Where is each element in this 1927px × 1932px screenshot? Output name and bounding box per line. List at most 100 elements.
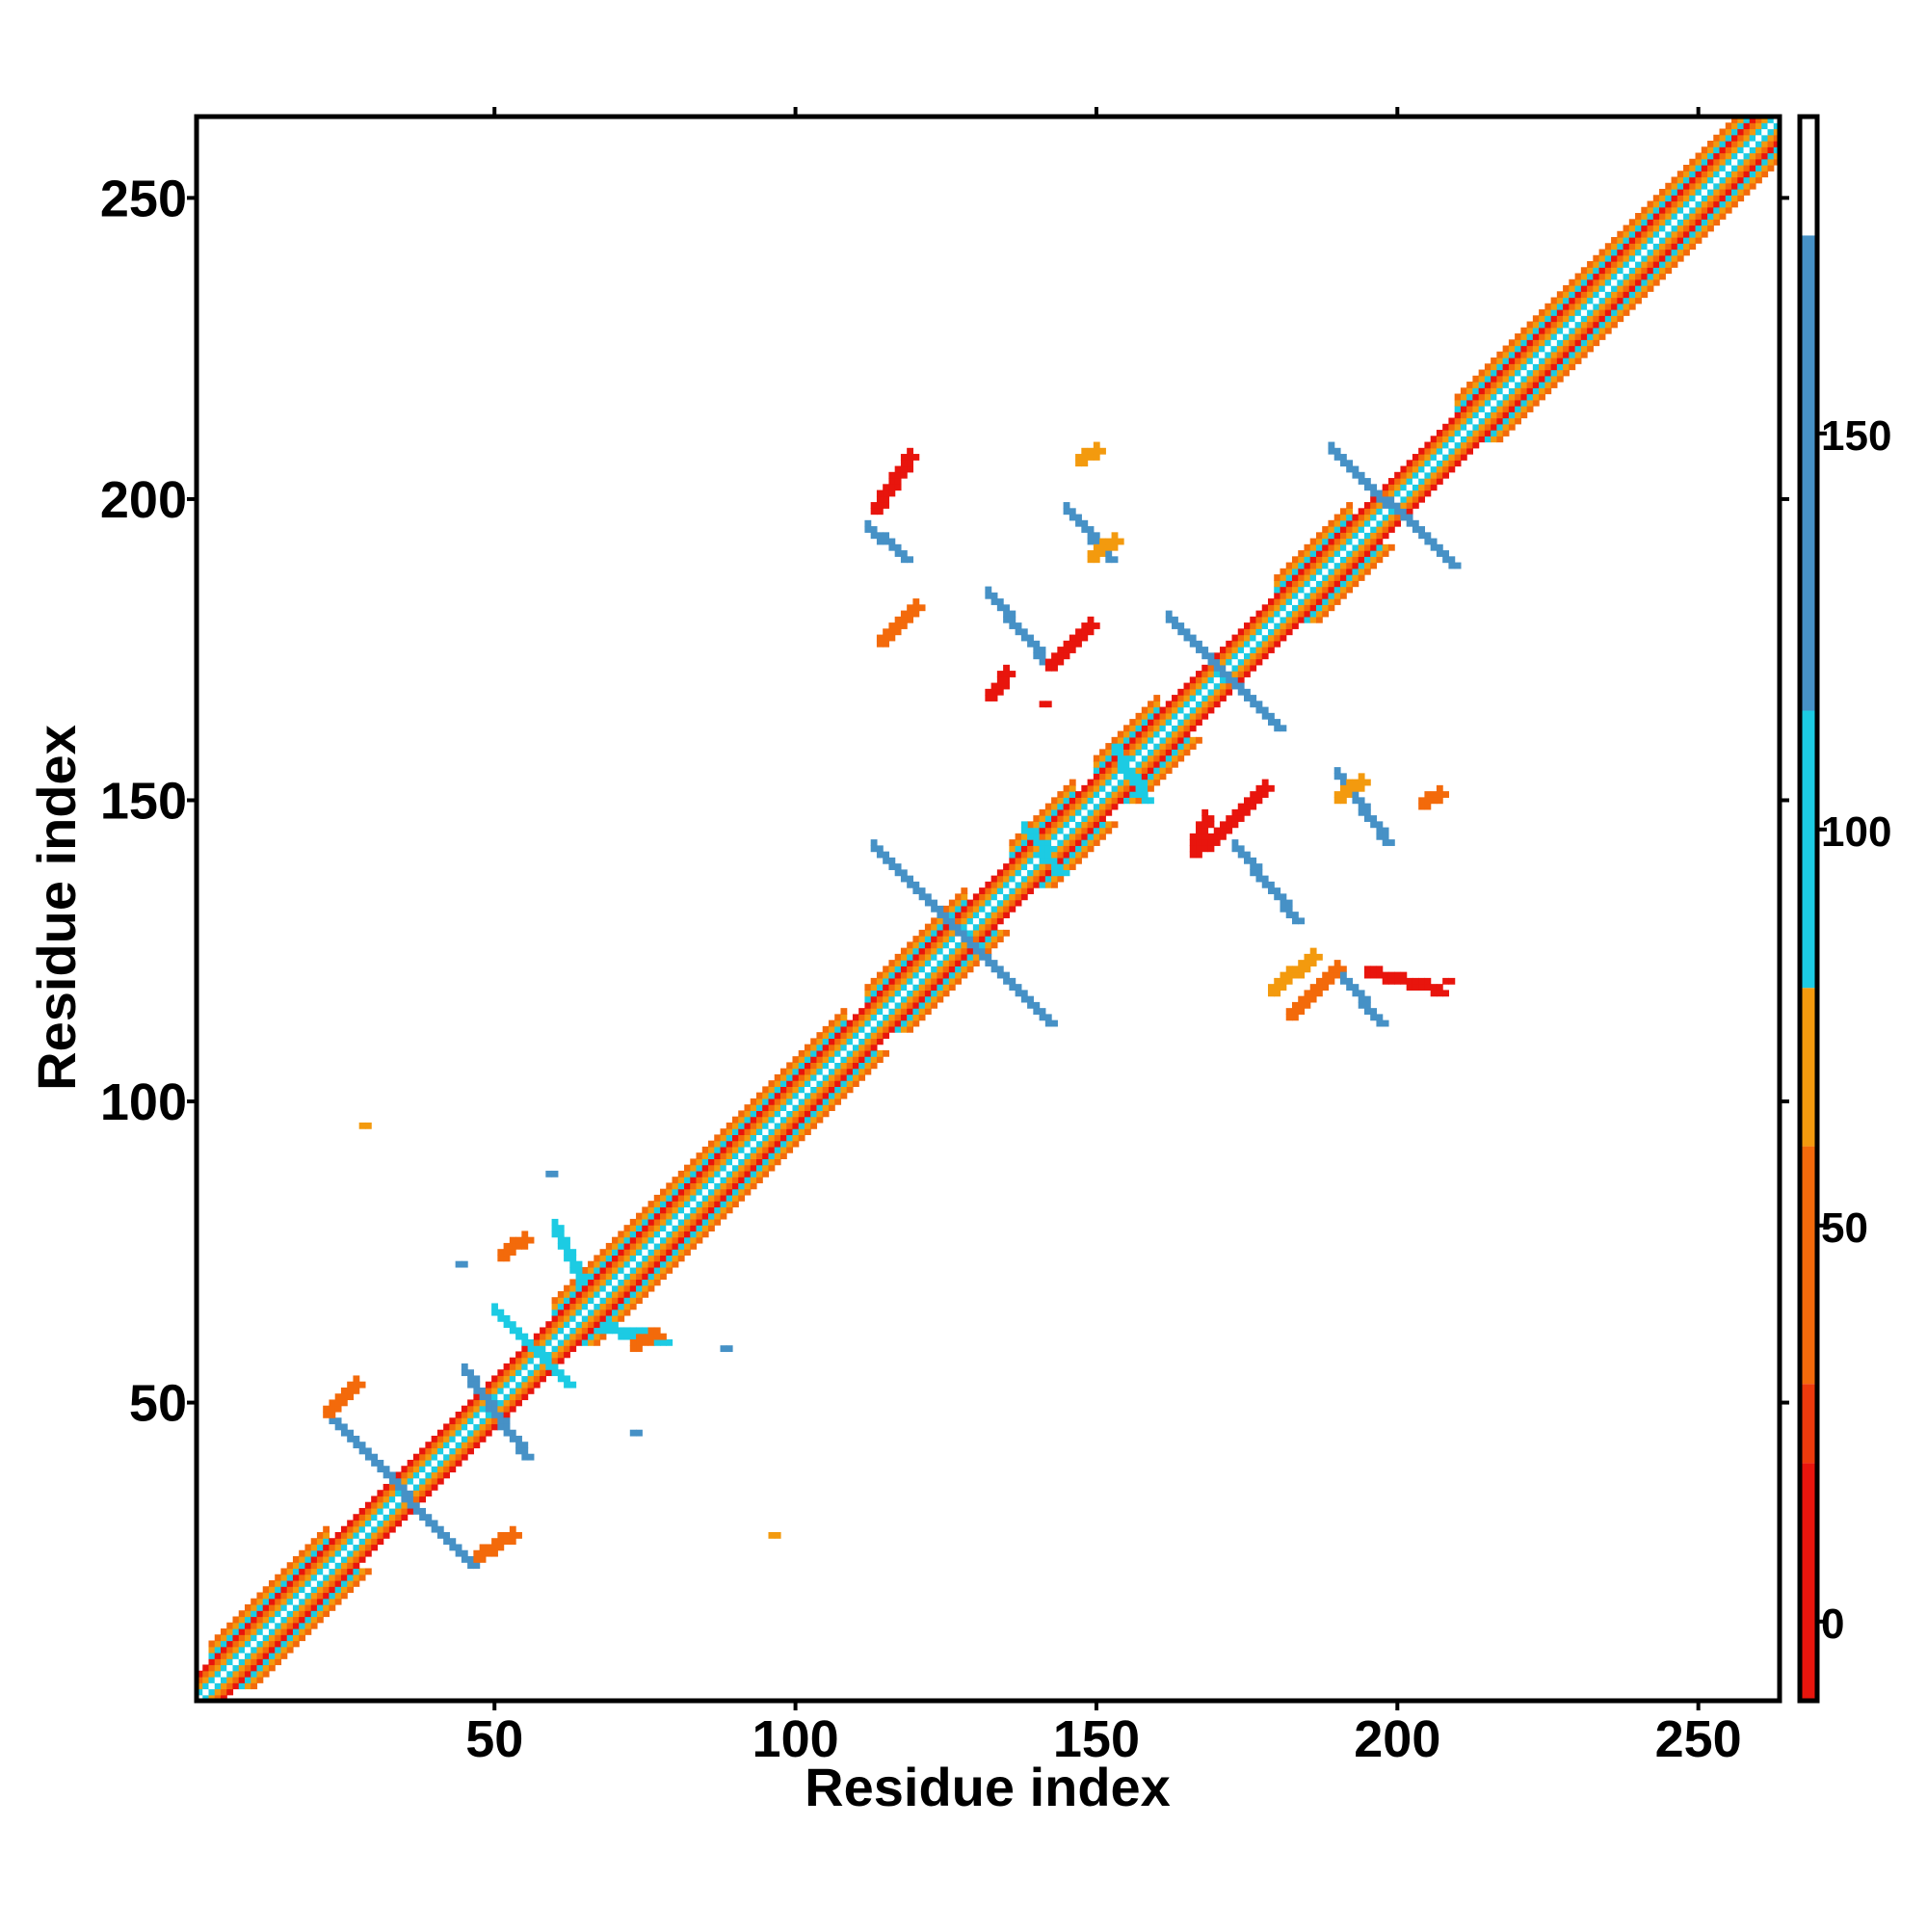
heatmap-cell — [1051, 869, 1058, 877]
heatmap-cell — [599, 1297, 607, 1305]
heatmap-cell — [1153, 743, 1161, 750]
heatmap-cell — [1015, 628, 1022, 636]
heatmap-cell — [666, 1182, 673, 1190]
heatmap-cell — [479, 1393, 487, 1401]
heatmap-cell — [1148, 784, 1154, 792]
heatmap-cell — [329, 1562, 336, 1570]
heatmap-cell — [883, 640, 890, 648]
heatmap-cell — [810, 1056, 818, 1063]
heatmap-cell — [540, 1333, 546, 1340]
heatmap-cell — [545, 1327, 553, 1335]
heatmap-cell — [419, 1447, 426, 1455]
heatmap-cell — [521, 1236, 529, 1244]
heatmap-cell — [256, 1640, 264, 1648]
heatmap-cell — [1544, 333, 1552, 340]
heatmap-cell — [883, 1008, 890, 1015]
heatmap-cell — [1346, 562, 1354, 569]
heatmap-cell — [594, 1327, 601, 1335]
heatmap-cell — [876, 1056, 884, 1063]
heatmap-cell — [1719, 152, 1727, 160]
heatmap-cell — [540, 1375, 546, 1383]
heatmap-cell — [334, 1586, 342, 1594]
heatmap-cell — [696, 1212, 703, 1220]
heatmap-cell — [1141, 767, 1148, 774]
heatmap-cell — [1207, 815, 1215, 822]
heatmap-cell — [1749, 146, 1756, 154]
heatmap-cell — [1676, 200, 1684, 208]
heatmap-cell — [810, 1049, 818, 1057]
heatmap-cell — [1015, 887, 1022, 894]
heatmap-cell — [340, 1592, 348, 1600]
heatmap-cell — [750, 1152, 757, 1160]
heatmap-cell — [214, 1652, 222, 1659]
heatmap-cell — [1196, 671, 1202, 677]
heatmap-cell — [1196, 640, 1202, 648]
heatmap-cell — [804, 1080, 811, 1087]
heatmap-cell — [1057, 647, 1065, 653]
heatmap-cell — [1496, 436, 1504, 443]
heatmap-cell — [1382, 550, 1389, 557]
heatmap-cell — [623, 1297, 631, 1305]
heatmap-cell — [1009, 622, 1016, 629]
heatmap-cell — [479, 1549, 487, 1557]
heatmap-cell — [1352, 543, 1359, 551]
heatmap-cell — [1069, 839, 1076, 846]
heatmap-cell — [329, 1598, 336, 1605]
heatmap-cell — [1244, 851, 1251, 859]
heatmap-cell — [1213, 652, 1221, 660]
heatmap-cell — [1460, 454, 1467, 461]
heatmap-cell — [1280, 971, 1287, 979]
heatmap-cell — [701, 1170, 709, 1178]
heatmap-cell — [660, 1249, 667, 1257]
heatmap-cell — [214, 1664, 222, 1672]
heatmap-cell — [1346, 526, 1354, 533]
heatmap-cell — [786, 1098, 794, 1105]
heatmap-cell — [1346, 580, 1354, 588]
heatmap-cell — [557, 1369, 565, 1377]
heatmap-cell — [1033, 881, 1041, 888]
heatmap-cell — [792, 1086, 800, 1094]
heatmap-cell — [1755, 134, 1762, 142]
heatmap-cell — [1587, 278, 1594, 286]
heatmap-cell — [1652, 273, 1660, 280]
heatmap-cell — [1496, 357, 1504, 364]
heatmap-cell — [1641, 230, 1649, 238]
heatmap-cell — [425, 1459, 433, 1467]
heatmap-cell — [497, 1369, 505, 1377]
heatmap-cell — [1623, 230, 1630, 238]
heatmap-cell — [1647, 249, 1654, 256]
heatmap-cell — [1099, 773, 1106, 781]
heatmap-cell — [1701, 165, 1708, 172]
heatmap-cell — [1358, 803, 1365, 810]
heatmap-cell — [1339, 586, 1347, 594]
heatmap-cell — [822, 1025, 830, 1033]
heatmap-cell — [262, 1598, 270, 1605]
heatmap-cell — [623, 1236, 631, 1244]
heatmap-cell — [1093, 538, 1100, 545]
heatmap-cell — [1129, 754, 1137, 762]
heatmap-cell — [636, 1273, 643, 1281]
heatmap-cell — [647, 1231, 655, 1238]
heatmap-cell — [642, 1249, 649, 1257]
heatmap-cell — [1358, 526, 1365, 533]
heatmap-cell — [1598, 261, 1606, 268]
heatmap-cell — [280, 1574, 288, 1581]
heatmap-cell — [931, 941, 937, 949]
heatmap-cell — [1370, 508, 1378, 516]
heatmap-cell — [666, 1206, 673, 1214]
heatmap-cell — [1231, 808, 1239, 816]
heatmap-cell — [545, 1369, 553, 1377]
heatmap-cell — [1328, 447, 1335, 455]
heatmap-cell — [653, 1260, 661, 1268]
heatmap-cell — [329, 1579, 336, 1587]
heatmap-cell — [485, 1393, 492, 1401]
heatmap-cell — [1755, 128, 1762, 136]
heatmap-cell — [575, 1273, 583, 1281]
heatmap-cell — [1659, 219, 1666, 226]
heatmap-cell — [599, 1273, 607, 1281]
heatmap-cell — [473, 1555, 481, 1563]
heatmap-cell — [334, 1555, 342, 1563]
heatmap-cell — [883, 995, 890, 1003]
heatmap-cell — [1177, 736, 1185, 744]
heatmap-cell — [864, 1032, 872, 1039]
